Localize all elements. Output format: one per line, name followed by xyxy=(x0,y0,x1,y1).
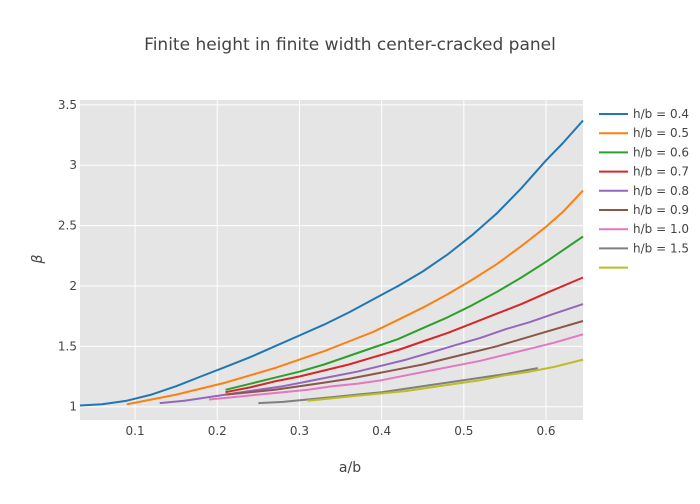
legend-item-3[interactable]: h/b = 0.6 xyxy=(599,145,689,159)
legend[interactable]: h/b = 0.4 h/b = 0.5 h/b = 0.6 h/b = 0.7 h/b … xyxy=(599,107,689,269)
y-tick-label: 2.5 xyxy=(58,219,77,233)
legend-label: h/b = 0.4 xyxy=(633,107,689,121)
legend-label: h/b = 1.5 xyxy=(633,241,689,255)
y-axis-label: β xyxy=(30,254,46,264)
series-line-7 xyxy=(208,333,584,401)
legend-item-6[interactable]: h/b = 0.9 xyxy=(599,203,689,217)
x-axis-ticks: 0.1 0.2 0.3 0.4 0.5 0.6 xyxy=(126,424,556,438)
legend-item-2[interactable]: h/b = 0.5 xyxy=(599,126,689,140)
y-axis-ticks: 1 1.5 2 2.5 3 3.5 xyxy=(58,98,77,414)
series-line-2 xyxy=(126,189,584,406)
legend-label: h/b = 0.9 xyxy=(633,203,689,217)
series-lines xyxy=(79,119,584,407)
legend-item-8[interactable]: h/b = 1.5 xyxy=(599,241,689,255)
legend-item-4[interactable]: h/b = 0.7 xyxy=(599,165,689,179)
x-tick-label: 0.3 xyxy=(290,424,309,438)
x-tick-label: 0.6 xyxy=(536,424,555,438)
legend-item-5[interactable]: h/b = 0.8 xyxy=(599,184,689,198)
y-tick-label: 1.5 xyxy=(58,339,77,353)
series-line-8 xyxy=(258,367,538,405)
series-line-6 xyxy=(225,320,584,396)
y-tick-label: 3.5 xyxy=(58,98,77,112)
legend-label: h/b = 0.7 xyxy=(633,165,689,179)
y-tick-label: 1 xyxy=(69,400,77,414)
x-tick-label: 0.5 xyxy=(454,424,473,438)
y-tick-label: 3 xyxy=(69,158,77,172)
series-line-3 xyxy=(225,235,584,391)
legend-item-1[interactable]: h/b = 0.4 xyxy=(599,107,689,121)
y-tick-label: 2 xyxy=(69,279,77,293)
legend-label: h/b = 1.0 xyxy=(633,222,689,236)
plot-area xyxy=(80,100,583,420)
x-tick-label: 0.1 xyxy=(126,424,145,438)
series-line-9 xyxy=(307,358,584,402)
x-tick-label: 0.2 xyxy=(208,424,227,438)
x-axis-label: a/b xyxy=(339,460,361,476)
chart-title: Finite height in finite width center-cra… xyxy=(144,35,556,55)
legend-item-7[interactable]: h/b = 1.0 xyxy=(599,222,689,236)
series-line-4 xyxy=(225,276,584,394)
legend-label: h/b = 0.5 xyxy=(633,126,689,140)
series-line-1 xyxy=(79,119,584,407)
legend-label: h/b = 0.6 xyxy=(633,145,689,159)
grid-lines xyxy=(80,100,583,420)
x-tick-label: 0.4 xyxy=(372,424,391,438)
legend-label: h/b = 0.8 xyxy=(633,184,689,198)
